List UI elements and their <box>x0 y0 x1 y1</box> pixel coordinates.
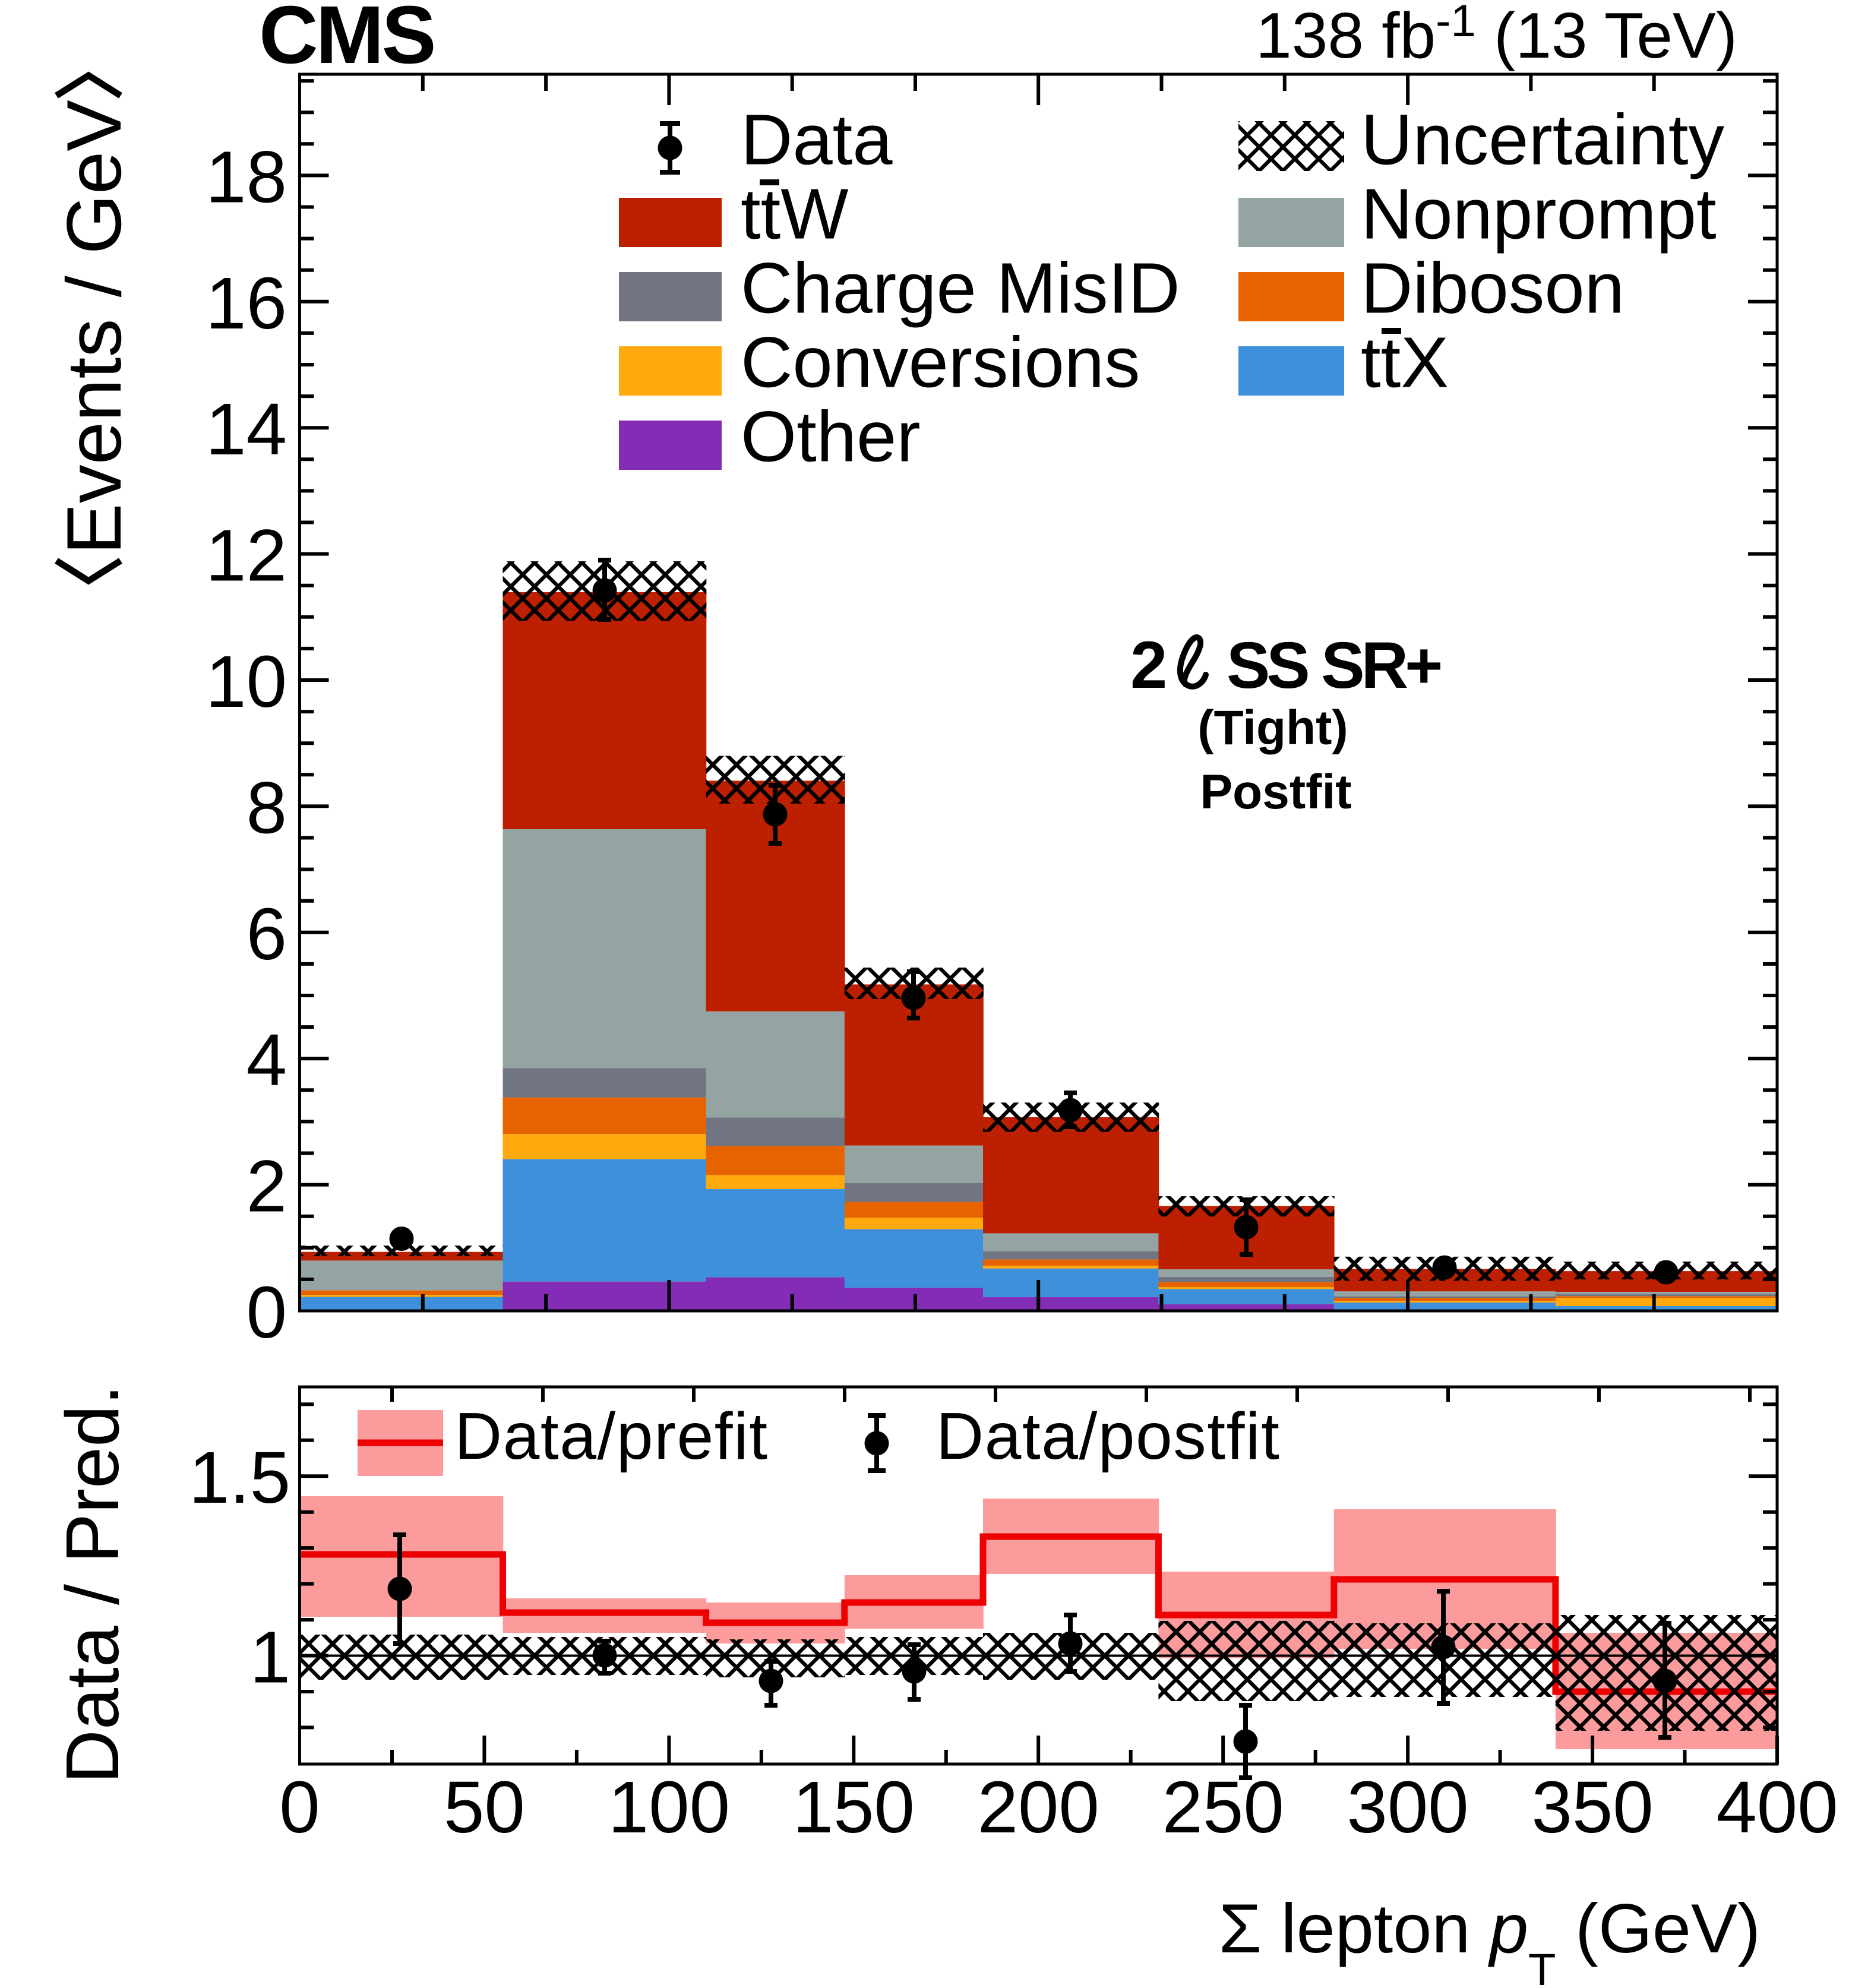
svg-text:2: 2 <box>246 1146 287 1228</box>
svg-text:Data/postfit: Data/postfit <box>936 1399 1280 1473</box>
svg-text:16: 16 <box>206 263 287 344</box>
svg-text:400: 400 <box>1716 1767 1838 1848</box>
svg-text:Σ lepton pT (GeV): Σ lepton pT (GeV) <box>1219 1889 1761 1988</box>
svg-text:Nonprompt: Nonprompt <box>1361 173 1717 254</box>
svg-text:Data/prefit: Data/prefit <box>454 1399 769 1473</box>
svg-text:(Tight): (Tight) <box>1197 701 1348 755</box>
svg-text:SS SR+: SS SR+ <box>1227 629 1440 702</box>
svg-text:14: 14 <box>206 389 287 470</box>
svg-text:ttW: ttW <box>741 173 848 254</box>
svg-text:0: 0 <box>279 1767 320 1848</box>
svg-text:Events / GeV: Events / GeV <box>50 100 137 555</box>
svg-text:4: 4 <box>246 1020 287 1101</box>
svg-text:100: 100 <box>608 1767 730 1848</box>
svg-text:Diboson: Diboson <box>1361 248 1625 328</box>
svg-text:CMS: CMS <box>259 0 434 81</box>
svg-text:Postfit: Postfit <box>1200 765 1351 819</box>
svg-text:Data / Pred.: Data / Pred. <box>50 1385 134 1784</box>
svg-text:250: 250 <box>1162 1767 1284 1848</box>
svg-text:150: 150 <box>793 1767 915 1848</box>
svg-text:18: 18 <box>206 137 287 218</box>
svg-text:8: 8 <box>246 767 287 849</box>
svg-text:350: 350 <box>1531 1767 1653 1848</box>
svg-text:Other: Other <box>741 396 921 477</box>
svg-text:0: 0 <box>246 1272 287 1354</box>
svg-text:200: 200 <box>978 1767 1099 1848</box>
svg-text:Charge MisID: Charge MisID <box>741 248 1180 328</box>
svg-text:1: 1 <box>250 1617 290 1699</box>
svg-text:Conversions: Conversions <box>741 322 1140 403</box>
svg-text:1.5: 1.5 <box>189 1437 290 1519</box>
svg-text:10: 10 <box>206 641 287 723</box>
svg-text:12: 12 <box>206 516 287 597</box>
svg-text:50: 50 <box>444 1767 525 1848</box>
svg-text:300: 300 <box>1347 1767 1468 1848</box>
svg-text:2: 2 <box>1130 628 1167 702</box>
svg-text:ttX: ttX <box>1361 322 1449 403</box>
svg-text:Uncertainty: Uncertainty <box>1361 99 1724 180</box>
svg-text:138 fb-1 (13 TeV): 138 fb-1 (13 TeV) <box>1256 0 1737 72</box>
svg-text:6: 6 <box>246 894 287 975</box>
svg-text:Data: Data <box>741 99 893 180</box>
